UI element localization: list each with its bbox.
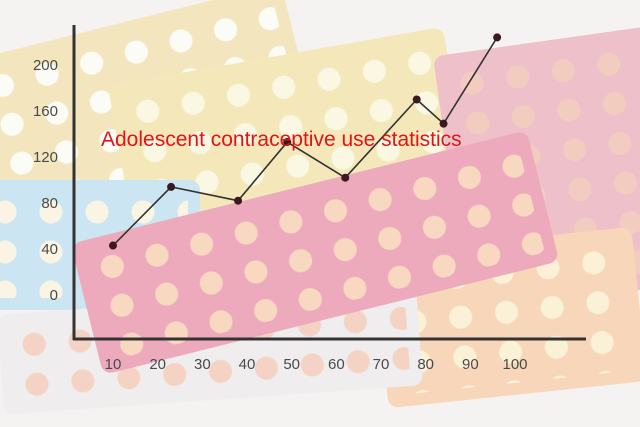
data-point [283,138,292,147]
y-tick-label: 0 [50,287,58,304]
y-tick-label: 80 [41,195,58,212]
x-tick-label: 70 [373,356,390,373]
data-point [439,119,448,128]
y-tick-label: 40 [41,241,58,258]
x-tick-label: 50 [283,356,300,373]
series-line [112,36,498,247]
y-tick-label: 160 [33,103,58,120]
x-tick-label: 20 [149,356,166,373]
x-tick-label: 90 [462,356,479,373]
x-tick-label: 40 [239,356,256,373]
y-tick-label: 200 [33,57,58,74]
chart-title: Adolescent contraceptive use statistics [101,128,462,151]
x-tick-label: 30 [194,356,211,373]
x-tick-label: 10 [105,356,122,373]
data-point [234,196,243,205]
data-point [493,33,502,42]
data-point [341,173,350,182]
data-point [167,182,176,191]
x-tick-label: 60 [328,356,345,373]
x-tick-label: 80 [417,356,434,373]
data-point [109,241,117,250]
x-tick-label: 100 [502,356,527,373]
data-point [412,95,421,104]
y-tick-label: 120 [33,149,58,166]
